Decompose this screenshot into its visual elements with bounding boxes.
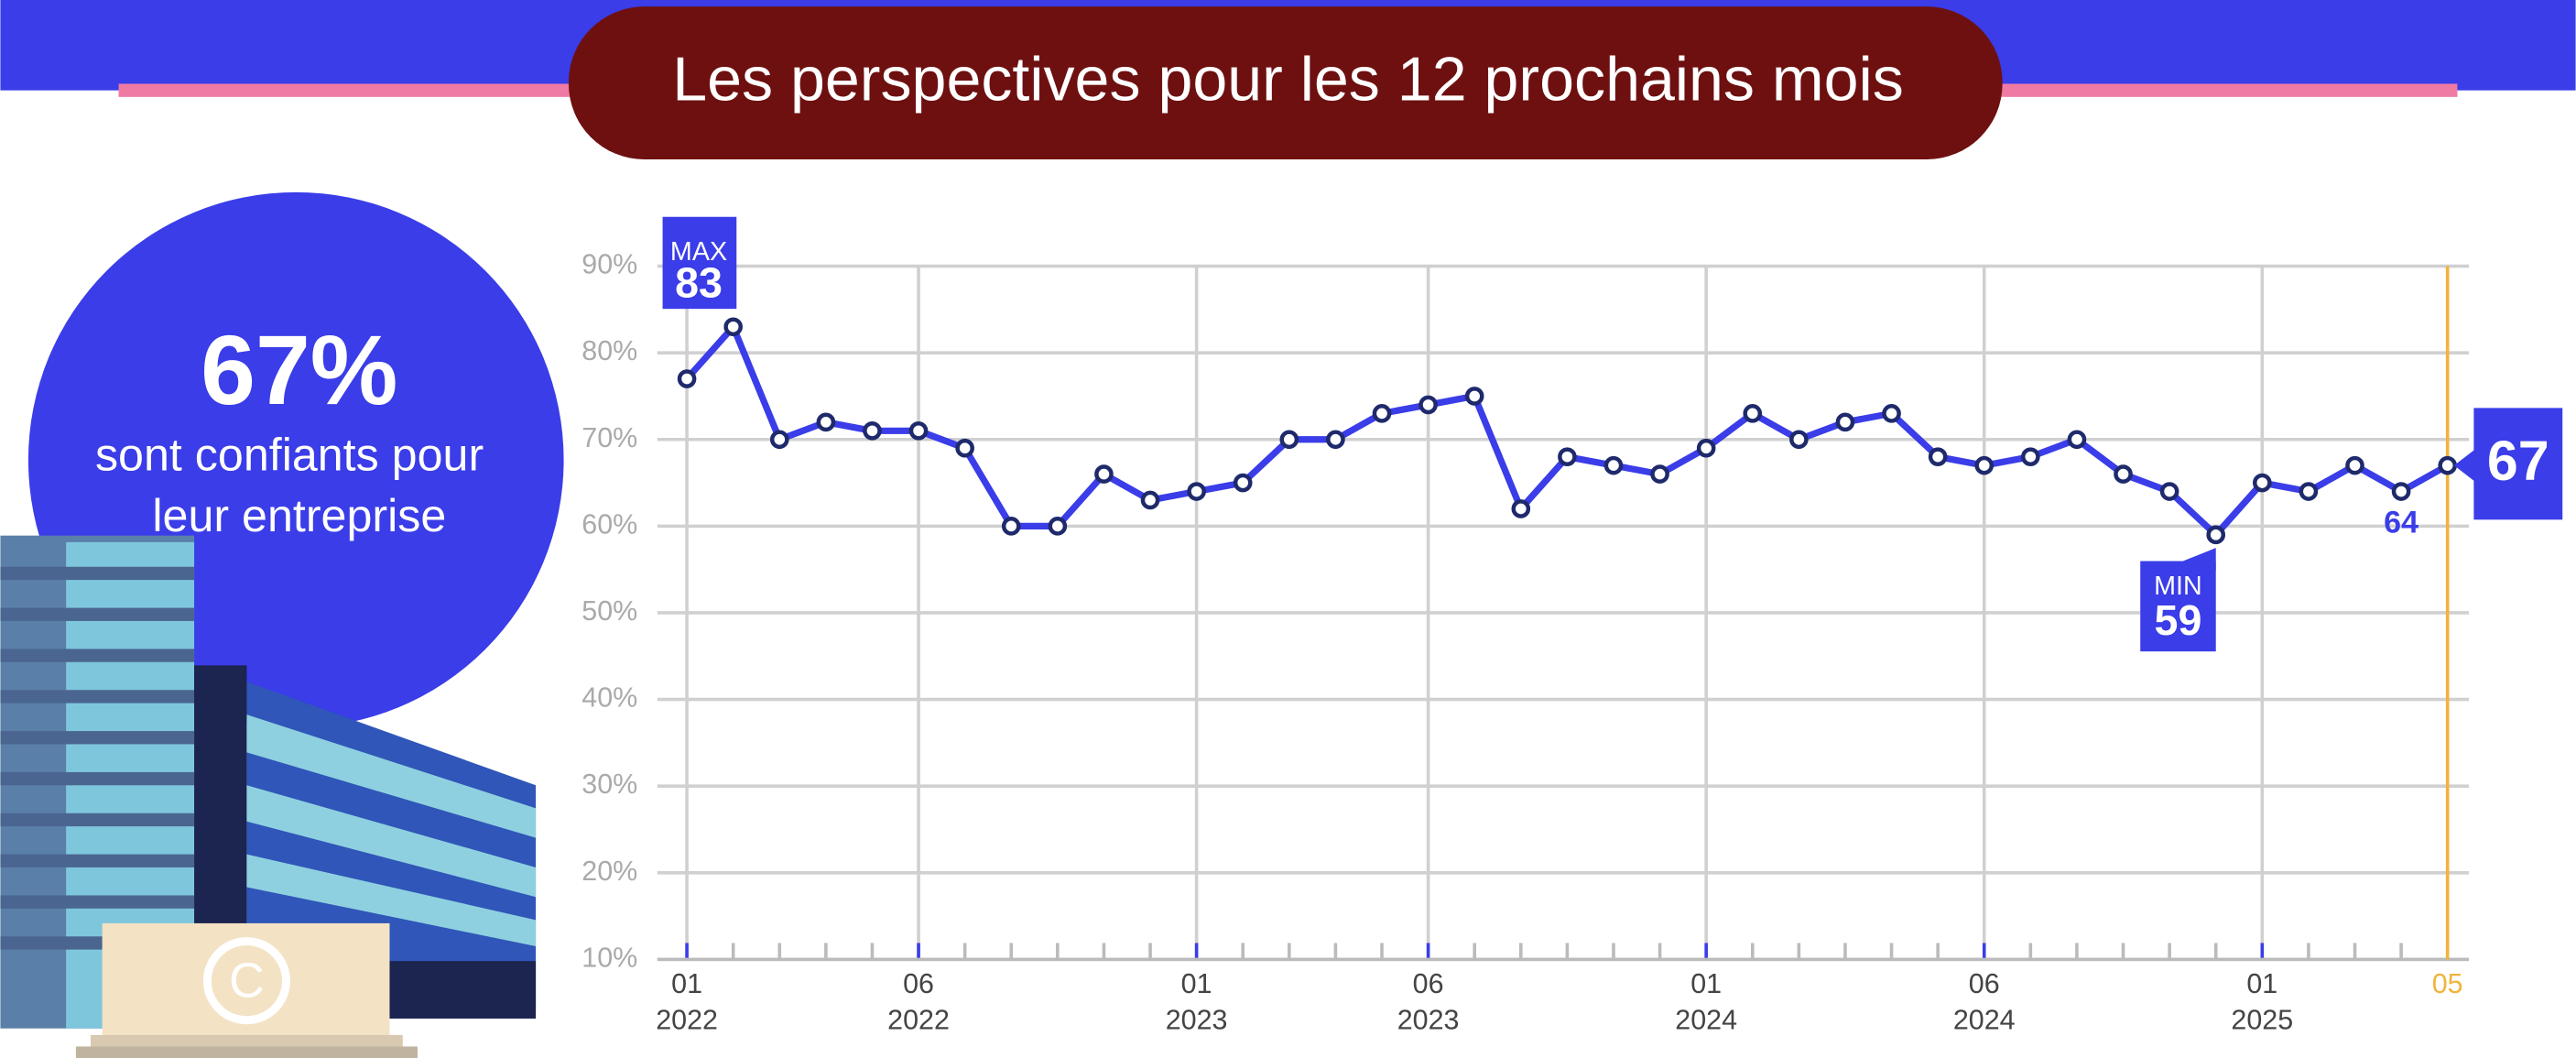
y-tick-label: 80% — [582, 335, 637, 366]
x-tick-label: 05 — [2432, 968, 2463, 999]
y-tick-label: 50% — [582, 595, 637, 627]
min-value: 59 — [2155, 596, 2202, 644]
point — [2438, 455, 2458, 475]
point — [677, 369, 697, 388]
point — [1233, 473, 1253, 493]
point — [1418, 395, 1438, 415]
x-tick-label: 06 — [903, 968, 934, 999]
point — [1511, 499, 1531, 518]
point — [1882, 404, 1901, 423]
point — [863, 420, 882, 441]
point — [1603, 455, 1624, 475]
min-label: MIN — [2154, 572, 2202, 601]
y-tick-label: 60% — [582, 508, 637, 540]
max-box — [662, 216, 737, 310]
point — [2159, 482, 2179, 501]
x-tick-label: 06 — [1969, 968, 2000, 999]
x-tick-label: 01 — [671, 968, 702, 999]
y-tick-label: 10% — [582, 942, 637, 973]
last-pointer — [2453, 449, 2476, 483]
point — [2253, 473, 2272, 493]
svg-text:C: C — [229, 954, 265, 1009]
y-tick-label: 70% — [582, 422, 637, 453]
x-tick-year: 2023 — [1166, 1005, 1228, 1036]
point — [2299, 482, 2319, 501]
point — [1279, 430, 1299, 450]
point — [723, 317, 743, 337]
plot: 10% 20% 30% 40% 50% 60% 70% 80% 90% 01 2022 06 2022 0… — [582, 216, 2563, 1036]
x-tick-label: 01 — [1181, 968, 1212, 999]
point — [2391, 482, 2411, 501]
x-tick-year: 2024 — [1675, 1005, 1737, 1036]
point — [1464, 387, 1484, 406]
y-tick-label: 30% — [582, 769, 637, 800]
x-tick-year: 2025 — [2231, 1005, 2293, 1036]
point — [1835, 412, 1855, 432]
last-box — [2473, 408, 2563, 520]
point — [1696, 438, 1716, 458]
stat-caption: sont confiants pour — [95, 430, 484, 481]
point — [1928, 447, 1948, 466]
x-tick-label: 01 — [1690, 968, 1722, 999]
x-tick-year: 2022 — [656, 1005, 718, 1036]
x-tick-label: 06 — [1413, 968, 1444, 999]
point — [2345, 455, 2364, 475]
point — [1187, 482, 1206, 501]
stat-caption: leur entreprise — [152, 490, 446, 541]
point — [2206, 525, 2226, 545]
x-tick-label: 01 — [2246, 968, 2277, 999]
max-label: MAX — [670, 237, 727, 267]
point — [1048, 517, 1068, 536]
building-illustration: C — [0, 535, 537, 1058]
point — [955, 438, 974, 458]
point — [1326, 430, 1345, 450]
point — [1558, 447, 1577, 466]
y-tick-label: 40% — [582, 682, 637, 714]
title-pill — [568, 6, 2003, 159]
point — [2114, 464, 2133, 484]
point — [1974, 455, 1994, 475]
point — [1140, 490, 1160, 510]
point — [1743, 404, 1763, 423]
min-box — [2140, 561, 2216, 652]
point — [1001, 517, 1021, 536]
point — [2021, 447, 2040, 466]
max-value: 83 — [675, 258, 723, 306]
point — [908, 420, 929, 441]
title: Les perspectives pour les 12 prochains m… — [672, 44, 1904, 114]
point — [816, 412, 836, 432]
y-tick-label: 90% — [582, 249, 637, 280]
point — [1094, 464, 1114, 484]
x-tick-year: 2023 — [1397, 1005, 1460, 1036]
y-tick-label: 20% — [582, 856, 637, 887]
point — [1789, 430, 1809, 450]
x-tick-year: 2022 — [887, 1005, 950, 1036]
series-line — [684, 323, 2450, 539]
point — [1650, 464, 1669, 484]
stat-value: 67% — [201, 315, 397, 425]
point — [769, 430, 789, 450]
value-label: 64 — [2384, 505, 2418, 540]
point — [2067, 430, 2087, 450]
last-value: 67 — [2487, 430, 2549, 492]
x-tick-year: 2024 — [1953, 1005, 2016, 1036]
point — [1372, 404, 1392, 423]
